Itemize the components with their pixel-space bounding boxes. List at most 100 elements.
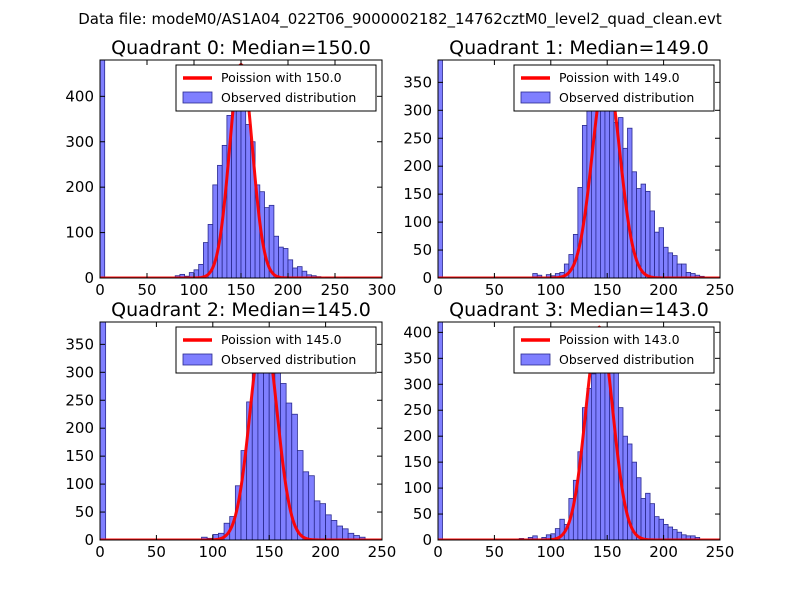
x-tick-label: 50 bbox=[147, 543, 166, 561]
legend: Poission with 149.0 Observed distribution bbox=[513, 64, 715, 112]
legend-label-fit: Poission with 149.0 bbox=[559, 70, 680, 85]
x-tick-label: 250 bbox=[706, 543, 735, 561]
subplot-title: Quadrant 2: Median=145.0 bbox=[111, 299, 371, 321]
y-tick-label: 400 bbox=[403, 323, 432, 341]
subplot-title: Quadrant 0: Median=150.0 bbox=[111, 37, 371, 59]
subplot-3: 0 50 100 150 200 250 0 50 100 150 200 250 300 350 400 Q… bbox=[403, 299, 734, 561]
y-tick-label: 300 bbox=[403, 375, 432, 393]
histogram-bar bbox=[278, 246, 284, 278]
histogram-bar bbox=[600, 94, 606, 278]
y-tick-label: 350 bbox=[65, 335, 94, 353]
poisson-fit-line bbox=[100, 326, 382, 540]
histogram-bar bbox=[676, 263, 683, 278]
y-tick-label: 150 bbox=[403, 185, 432, 203]
histogram-bar bbox=[640, 498, 646, 540]
histogram-bar bbox=[308, 475, 315, 540]
y-tick-label: 0 bbox=[84, 531, 94, 549]
histogram-bar bbox=[342, 528, 349, 540]
histogram-bar bbox=[663, 524, 669, 540]
x-tick-label: 0 bbox=[95, 543, 105, 561]
legend-label-observed: Observed distribution bbox=[221, 352, 356, 367]
y-tick-label: 200 bbox=[65, 178, 94, 196]
x-tick-label: 0 bbox=[95, 281, 105, 299]
histogram-bar bbox=[600, 350, 606, 540]
x-tick-label: 200 bbox=[649, 281, 678, 299]
poisson-fit-line bbox=[438, 69, 720, 278]
histogram-bar bbox=[302, 471, 310, 540]
histogram-bar bbox=[586, 388, 592, 540]
y-tick-label: 0 bbox=[422, 269, 432, 287]
legend-label-observed: Observed distribution bbox=[221, 90, 356, 105]
axes-frame bbox=[437, 321, 721, 541]
legend: Poission with 145.0 Observed distribution bbox=[175, 326, 377, 374]
y-tick-label: 300 bbox=[65, 133, 94, 151]
x-tick-label: 100 bbox=[198, 543, 227, 561]
figure-suptitle: Data file: modeM0/AS1A04_022T06_90000021… bbox=[78, 10, 722, 29]
subplot-title: Quadrant 3: Median=143.0 bbox=[449, 299, 709, 321]
histogram-bar bbox=[645, 492, 651, 540]
histogram-bar bbox=[595, 365, 601, 540]
histogram-bar bbox=[649, 503, 655, 540]
y-tick-label: 250 bbox=[403, 129, 432, 147]
histogram-bar bbox=[609, 101, 615, 278]
subplot-2: 0 50 100 150 200 250 0 50 100 150 200 250 300 350 Quad… bbox=[65, 299, 396, 561]
x-tick-label: 250 bbox=[706, 281, 735, 299]
histogram-bar bbox=[240, 105, 247, 278]
y-tick-label: 200 bbox=[65, 419, 94, 437]
histogram-bar bbox=[282, 248, 289, 278]
histogram-bar bbox=[245, 124, 251, 278]
x-tick-label: 250 bbox=[368, 543, 397, 561]
histogram-bar bbox=[438, 322, 443, 540]
histogram-bar bbox=[595, 103, 601, 278]
subplot-title: Quadrant 1: Median=149.0 bbox=[449, 37, 709, 59]
y-tick-label: 300 bbox=[403, 101, 432, 119]
y-tick-label: 200 bbox=[403, 157, 432, 175]
y-tick-label: 250 bbox=[65, 391, 94, 409]
y-tick-label: 0 bbox=[422, 531, 432, 549]
y-tick-label: 250 bbox=[403, 401, 432, 419]
x-tick-label: 0 bbox=[433, 281, 443, 299]
x-tick-label: 150 bbox=[593, 281, 622, 299]
histogram-bar bbox=[336, 525, 343, 540]
histogram-bar bbox=[285, 402, 293, 540]
y-tick-label: 50 bbox=[413, 505, 432, 523]
histogram-bar bbox=[658, 518, 665, 540]
y-tick-label: 400 bbox=[65, 87, 94, 105]
histogram-bar bbox=[681, 263, 687, 278]
histogram-bar bbox=[654, 231, 660, 278]
legend-label-observed: Observed distribution bbox=[559, 352, 694, 367]
legend-bar-swatch bbox=[182, 353, 213, 366]
legend-label-fit: Poission with 145.0 bbox=[221, 332, 342, 347]
histogram-bar bbox=[645, 190, 651, 278]
y-tick-label: 100 bbox=[403, 213, 432, 231]
histogram-bar bbox=[287, 259, 294, 278]
legend-bar-swatch bbox=[520, 353, 551, 366]
histogram-bar bbox=[649, 210, 655, 278]
histogram-bar bbox=[296, 266, 303, 278]
histogram-bar bbox=[325, 514, 332, 540]
histogram-bar bbox=[319, 503, 326, 540]
y-tick-label: 0 bbox=[84, 269, 94, 287]
histogram-bar bbox=[604, 105, 610, 278]
histogram-bar bbox=[202, 242, 209, 278]
x-tick-label: 50 bbox=[485, 281, 504, 299]
legend: Poission with 150.0 Observed distribution bbox=[175, 64, 377, 112]
x-tick-label: 200 bbox=[311, 543, 340, 561]
y-tick-label: 50 bbox=[75, 503, 94, 521]
histogram-bar bbox=[330, 520, 338, 540]
histogram-bar bbox=[257, 348, 264, 540]
histogram-bar bbox=[235, 109, 242, 278]
histogram-bars bbox=[100, 60, 350, 278]
y-tick-label: 150 bbox=[403, 453, 432, 471]
legend-label-fit: Poission with 150.0 bbox=[221, 70, 342, 85]
x-tick-label: 100 bbox=[536, 281, 565, 299]
y-tick-label: 100 bbox=[403, 479, 432, 497]
histogram-bar bbox=[654, 516, 660, 540]
x-tick-label: 50 bbox=[485, 543, 504, 561]
x-tick-label: 150 bbox=[593, 543, 622, 561]
histogram-bar bbox=[273, 235, 279, 278]
x-tick-label: 150 bbox=[227, 281, 256, 299]
x-tick-label: 250 bbox=[321, 281, 350, 299]
subplot-1: 0 50 100 150 200 250 0 50 100 150 200 250 300 350 Quad… bbox=[403, 37, 734, 299]
